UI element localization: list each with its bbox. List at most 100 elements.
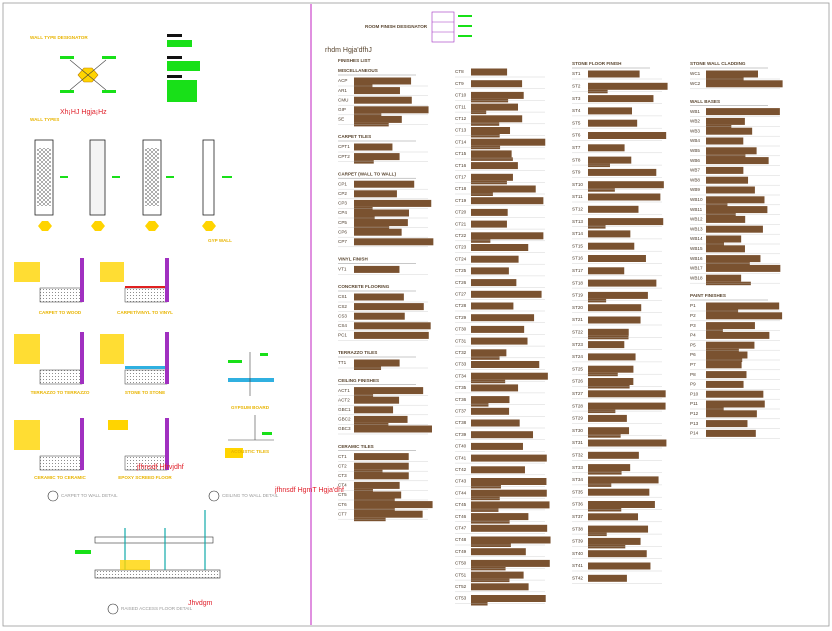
finish-description xyxy=(471,356,500,360)
finish-description xyxy=(354,206,373,211)
finish-description xyxy=(471,454,547,462)
finish-description xyxy=(471,442,523,450)
finish-code: WB16 xyxy=(690,256,703,261)
finish-code: ST38 xyxy=(572,526,583,531)
finish-description xyxy=(706,351,748,359)
finish-code: ST20 xyxy=(572,305,583,310)
finish-description xyxy=(706,312,783,320)
finish-description xyxy=(354,366,382,370)
finish-code: CT23 xyxy=(455,245,467,250)
finish-code: CPT1 xyxy=(338,144,350,149)
finish-description xyxy=(354,508,395,512)
finish-description xyxy=(354,160,374,164)
finish-description xyxy=(706,358,743,362)
finish-description xyxy=(706,371,747,379)
finish-description xyxy=(471,407,510,415)
section-heading: TERRAZZO TILES xyxy=(338,350,377,355)
detail-note: jfhnsdf Hfrvjdhf xyxy=(136,464,184,471)
finish-description xyxy=(354,498,395,502)
finish-description xyxy=(706,348,739,353)
finish-description xyxy=(588,230,631,238)
finish-description xyxy=(588,107,633,115)
callout-label: CEILING TO WALL DETAIL xyxy=(222,493,279,498)
finish-code: CT33 xyxy=(455,362,467,367)
finish-description xyxy=(471,122,500,126)
finish-description xyxy=(471,115,523,123)
finish-code: CT1 xyxy=(338,454,347,459)
finish-code: WB2 xyxy=(690,119,700,124)
section-heading: CARPET (WALL TO WALL) xyxy=(338,171,396,176)
finish-description xyxy=(706,203,728,207)
finish-description xyxy=(706,124,732,129)
finish-code: WB4 xyxy=(690,138,700,143)
finish-code: CT50 xyxy=(455,561,467,566)
finish-description xyxy=(471,501,550,509)
finish-description xyxy=(354,425,432,433)
finish-code: ST41 xyxy=(572,563,583,568)
finish-description xyxy=(706,380,744,388)
finish-code: CS2 xyxy=(338,304,347,309)
finish-description xyxy=(354,216,375,220)
finish-code: CT49 xyxy=(455,549,467,554)
finish-code: CT47 xyxy=(455,526,467,531)
finish-description xyxy=(354,453,409,461)
finish-description xyxy=(354,199,432,207)
finish-description xyxy=(588,298,607,303)
detail-label: CERAMIC TO CERAMIC xyxy=(34,475,86,480)
finish-description xyxy=(588,378,634,385)
finish-description xyxy=(354,143,393,151)
finish-code: CT45 xyxy=(455,502,467,507)
finish-code: P12 xyxy=(690,411,699,416)
finish-description xyxy=(706,213,736,217)
finish-description xyxy=(354,209,409,217)
finish-description xyxy=(706,147,757,155)
section-heading: PAINT FINISHES xyxy=(690,293,726,298)
finish-description xyxy=(706,77,744,81)
finish-code: ST28 xyxy=(572,403,583,408)
finish-code: CT51 xyxy=(455,572,467,577)
finish-code: CT9 xyxy=(455,81,464,86)
finish-code: CT7 xyxy=(338,511,347,516)
finish-description xyxy=(354,517,386,522)
finish-code: CT17 xyxy=(455,175,467,180)
finish-description xyxy=(706,309,739,313)
section-heading: WALL BASES xyxy=(690,99,720,104)
finish-code: ST30 xyxy=(572,428,583,433)
finish-description xyxy=(706,329,723,333)
finish-code: CT39 xyxy=(455,432,467,437)
finish-code: P9 xyxy=(690,382,696,387)
finish-code: ST10 xyxy=(572,182,583,187)
finish-description xyxy=(588,353,636,361)
finish-code: CT48 xyxy=(455,537,467,542)
designator-symbol xyxy=(431,11,472,43)
finish-description xyxy=(354,322,431,330)
finish-description xyxy=(588,181,664,189)
finish-description xyxy=(471,485,501,489)
finish-description xyxy=(471,255,519,263)
callout-label: CARPET TO WALL DETAIL xyxy=(61,493,118,498)
finish-description xyxy=(706,242,724,246)
finish-description xyxy=(706,108,780,116)
finish-description xyxy=(471,68,508,76)
finish-description xyxy=(471,232,544,240)
finish-code: ST16 xyxy=(572,256,583,261)
finish-code: WC2 xyxy=(690,81,701,86)
finish-code: ST24 xyxy=(572,354,583,359)
finish-description xyxy=(588,508,622,512)
finish-description xyxy=(471,508,499,512)
finish-description xyxy=(471,192,493,196)
finish-description xyxy=(588,434,621,438)
finish-code: CT11 xyxy=(455,104,466,109)
finish-code: P8 xyxy=(690,372,696,377)
finish-description xyxy=(354,359,400,367)
finish-description xyxy=(471,337,528,345)
finish-code: CT52 xyxy=(455,584,467,589)
finish-code: WB6 xyxy=(690,158,700,163)
finish-description xyxy=(471,325,525,333)
finish-description xyxy=(588,483,612,487)
finish-description xyxy=(471,466,525,474)
finish-description xyxy=(706,331,770,339)
finish-description xyxy=(354,394,374,398)
finish-code: ST26 xyxy=(572,379,583,384)
